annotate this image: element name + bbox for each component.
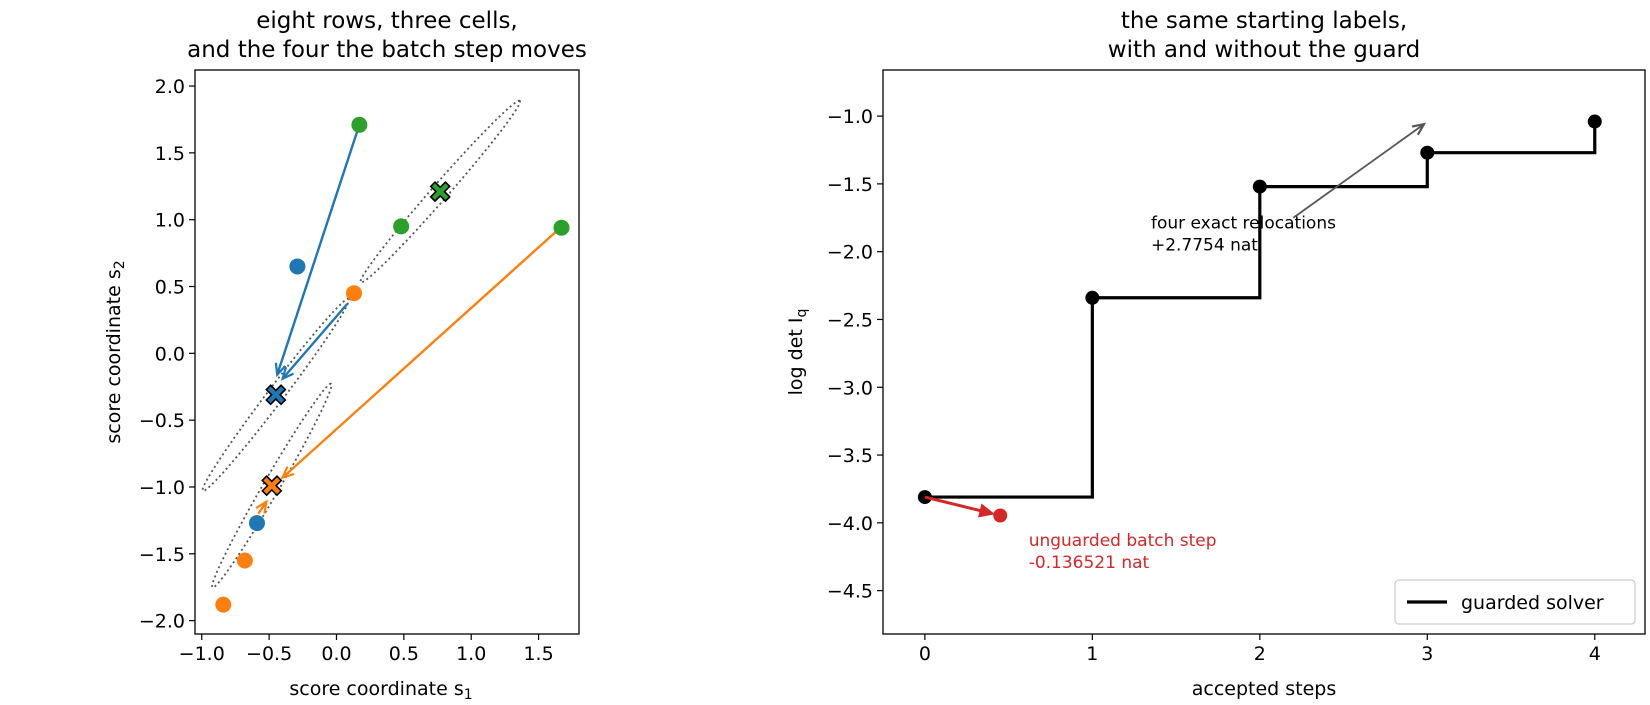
y-axis-label-subscript: 2 (112, 260, 128, 269)
legend-box (1394, 579, 1636, 625)
x-tick-label: 0.5 (389, 643, 419, 665)
x-tick-label: 2 (1254, 643, 1266, 665)
y-tick-label: −3.5 (827, 445, 873, 467)
data-point (393, 218, 410, 235)
right-axes-frame (882, 69, 1646, 635)
y-tick-label: −1.0 (827, 106, 873, 128)
y-tick-label: −2.5 (827, 309, 873, 331)
batch-move-arrowhead (255, 499, 268, 514)
annotation-arrow (1292, 123, 1425, 219)
batch-move-arrowhead (274, 362, 287, 378)
cell-centroid-marker (265, 384, 287, 406)
y-tick-label: −2.0 (139, 611, 185, 633)
batch-move-arrow (281, 303, 349, 380)
unguarded-step-arrowhead (978, 503, 996, 518)
y-tick-label: 0.5 (155, 277, 185, 299)
y-tick-label: −4.5 (827, 581, 873, 603)
left-axes-frame (194, 69, 580, 635)
left-chart: eight rows, three cells, and the four the… (103, 8, 587, 703)
x-axis-label-subscript: 1 (464, 687, 473, 703)
data-point (351, 116, 368, 133)
x-tick-label: 1.0 (456, 643, 486, 665)
cell-ellipse (359, 99, 521, 284)
y-axis-label-subscript: q (794, 309, 810, 318)
data-point (289, 258, 306, 275)
guarded-solver-point (1085, 290, 1100, 305)
y-tick-label: 1.0 (155, 210, 185, 232)
annotation-text: -0.136521 nat (1029, 553, 1150, 573)
guarded-solver-point (1420, 145, 1435, 160)
cell-centroid-marker (261, 475, 283, 497)
data-point (236, 552, 253, 569)
guarded-solver-point (1587, 114, 1602, 129)
y-tick-label: −1.5 (827, 174, 873, 196)
data-point (345, 285, 362, 302)
guarded-solver-point (1252, 179, 1267, 194)
y-tick-label: −3.0 (827, 377, 873, 399)
annotation-arrowhead (1411, 122, 1427, 136)
legend: guarded solver (1394, 579, 1636, 625)
unguarded-step-point (993, 508, 1008, 523)
cell-centroid-marker (429, 180, 451, 203)
legend-label-guarded-solver: guarded solver (1461, 592, 1604, 614)
left-chart-title-line: and the four the batch step moves (187, 37, 587, 63)
y-tick-label: 2.0 (155, 76, 185, 98)
y-axis-label: score coordinate s2 (103, 260, 128, 443)
right-chart-title-line: with and without the guard (1108, 37, 1420, 63)
annotation-text: +2.7754 nat (1151, 236, 1258, 256)
y-tick-label: 0.0 (155, 343, 185, 365)
batch-move-arrow (276, 124, 361, 376)
x-axis-label-text: score coordinate s (289, 678, 463, 700)
y-tick-label: −1.5 (139, 544, 185, 566)
y-axis-label-text: log det I (785, 318, 807, 396)
right-chart-title-line: the same starting labels, (1121, 8, 1407, 34)
x-axis-label: accepted steps (1192, 678, 1337, 700)
data-point (215, 596, 232, 613)
y-tick-label: 1.5 (155, 143, 185, 165)
x-tick-label: −1.0 (179, 643, 225, 665)
x-tick-label: 4 (1589, 643, 1601, 665)
x-tick-label: 1.5 (523, 643, 553, 665)
data-point (553, 219, 570, 236)
cell-ellipse (211, 382, 333, 589)
x-axis-label: score coordinate s1 (289, 678, 472, 703)
annotation-text: four exact relocations (1151, 214, 1336, 234)
left-chart-title-line: eight rows, three cells, (256, 8, 518, 34)
batch-move-arrow (281, 229, 559, 479)
annotation-text: unguarded batch step (1029, 531, 1217, 551)
guarded-solver-line (924, 121, 1597, 499)
x-tick-label: −0.5 (246, 643, 292, 665)
x-tick-label: 0.0 (321, 643, 351, 665)
cell-ellipse (201, 297, 350, 492)
y-tick-label: −0.5 (139, 410, 185, 432)
y-tick-label: −2.0 (827, 242, 873, 264)
y-tick-label: −4.0 (827, 513, 873, 535)
x-tick-label: 3 (1421, 643, 1433, 665)
batch-move-arrowhead (280, 466, 295, 480)
right-chart: the same starting labels, with and withou… (785, 8, 1646, 700)
x-tick-label: 0 (919, 643, 931, 665)
y-axis-label: log det Iq (785, 309, 810, 396)
unguarded-step-arrow (924, 495, 987, 514)
data-point (248, 515, 265, 532)
y-tick-label: −1.0 (139, 477, 185, 499)
y-axis-label-text: score coordinate s (103, 269, 125, 443)
batch-move-arrowhead (280, 366, 295, 381)
x-tick-label: 1 (1086, 643, 1098, 665)
